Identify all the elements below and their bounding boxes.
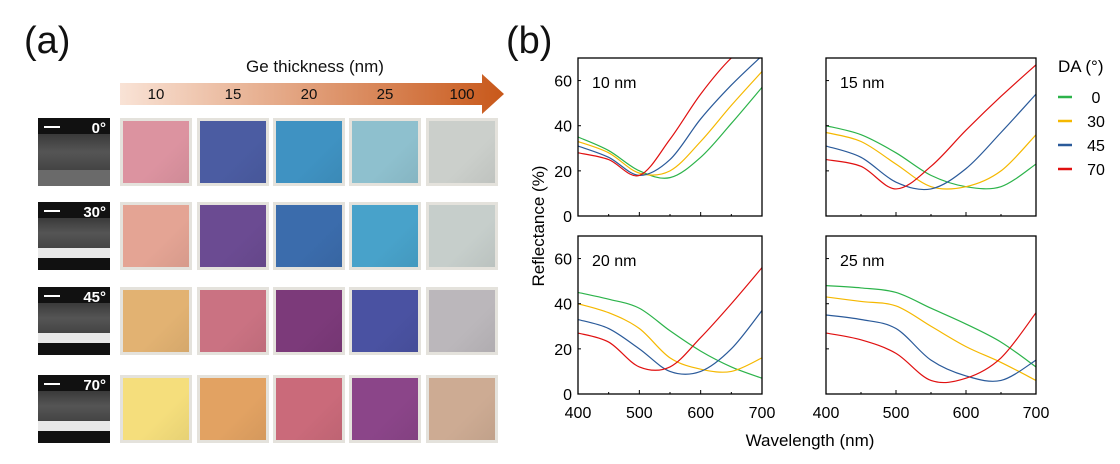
y-tick-label: 0 — [563, 209, 572, 226]
sample-photo — [426, 375, 498, 443]
sample-photo — [197, 118, 269, 186]
reflectance-charts: 10 nm 0 20 40 60 15 nm 20 nm 0 20 40 60 400 500 600 70… — [529, 57, 1105, 450]
series-line-0 — [578, 86, 762, 179]
x-tick-label: 600 — [687, 405, 714, 422]
legend-title: DA (°) — [1058, 57, 1104, 76]
x-tick-label: 400 — [813, 405, 840, 422]
sample-photo — [120, 375, 192, 443]
legend-label: 45 — [1087, 138, 1105, 155]
scale-bar — [44, 126, 60, 128]
y-axis-label: Reflectance (%) — [529, 166, 548, 287]
sample-photo — [120, 287, 192, 355]
angle-label: 70° — [83, 377, 106, 394]
sample-photo — [273, 202, 345, 270]
sample-photo — [197, 375, 269, 443]
legend-label: 30 — [1087, 114, 1105, 131]
sem-image: 0° — [38, 118, 110, 186]
thickness-label: 20 — [300, 86, 318, 103]
x-tick-label: 700 — [1023, 405, 1050, 422]
series-line-45 — [578, 58, 761, 176]
series-line-0 — [578, 291, 762, 379]
x-tick-label: 400 — [565, 405, 592, 422]
series-line-70 — [826, 64, 1036, 190]
sample-photo — [349, 375, 421, 443]
sem-image: 45° — [38, 287, 110, 355]
subplot: 25 nm 400 500 600 700 — [813, 235, 1050, 422]
x-axis-label: Wavelength (nm) — [746, 431, 875, 450]
thickness-label: 100 — [449, 86, 475, 103]
y-tick-label: 40 — [554, 119, 572, 136]
x-tick-label: 500 — [626, 405, 653, 422]
series-line-45 — [578, 310, 762, 375]
subplot: 10 nm 0 20 40 60 — [554, 57, 763, 226]
x-tick-label: 600 — [953, 405, 980, 422]
y-tick-label: 20 — [554, 342, 572, 359]
series-line-70 — [578, 267, 762, 371]
angle-label: 0° — [91, 120, 106, 137]
series-line-0 — [826, 285, 1036, 368]
subplot: 20 nm 0 20 40 60 400 500 600 700 — [554, 235, 776, 422]
sample-photo — [349, 287, 421, 355]
sample-photo — [426, 202, 498, 270]
subplot-title: 10 nm — [592, 75, 636, 92]
panel-a-label: (a) — [24, 20, 71, 62]
y-tick-label: 60 — [554, 252, 572, 269]
series-line-70 — [826, 312, 1036, 384]
angle-label: 45° — [83, 289, 106, 306]
sample-photo — [426, 287, 498, 355]
subplot: 15 nm — [825, 57, 1037, 217]
sample-photo — [273, 287, 345, 355]
series-line-70 — [578, 58, 733, 177]
thickness-label: 25 — [376, 86, 394, 103]
series-line-30 — [578, 303, 762, 373]
y-tick-label: 20 — [554, 164, 572, 181]
series-line-30 — [578, 71, 762, 176]
series-line-45 — [826, 93, 1036, 191]
sample-photo — [197, 287, 269, 355]
panel-b-label: (b) — [506, 20, 553, 62]
sample-photo — [273, 375, 345, 443]
series-line-45 — [826, 314, 1036, 382]
sample-photo — [349, 118, 421, 186]
y-tick-label: 0 — [563, 387, 572, 404]
scale-bar — [44, 295, 60, 297]
sample-photo — [120, 202, 192, 270]
sample-photo — [197, 202, 269, 270]
series-line-0 — [826, 125, 1036, 190]
subplot-title: 20 nm — [592, 253, 636, 270]
legend-label: 70 — [1087, 162, 1105, 179]
thickness-label: 15 — [224, 86, 242, 103]
subplot-title: 25 nm — [840, 253, 884, 270]
x-tick-label: 700 — [749, 405, 776, 422]
sample-photo — [273, 118, 345, 186]
ge-thickness-title: Ge thickness (nm) — [246, 57, 384, 76]
sample-photo — [426, 118, 498, 186]
series-line-30 — [826, 131, 1036, 190]
angle-label: 30° — [83, 204, 106, 221]
sample-photo — [120, 118, 192, 186]
y-tick-label: 60 — [554, 74, 572, 91]
sem-image: 70° — [38, 375, 110, 443]
thickness-arrow — [120, 74, 504, 114]
subplot-title: 15 nm — [840, 75, 884, 92]
series-line-30 — [826, 296, 1036, 381]
scale-bar — [44, 210, 60, 212]
thickness-label: 10 — [147, 86, 165, 103]
sample-photo — [349, 202, 421, 270]
y-tick-label: 40 — [554, 297, 572, 314]
sem-image: 30° — [38, 202, 110, 270]
x-tick-label: 500 — [883, 405, 910, 422]
legend-label: 0 — [1092, 90, 1101, 107]
scale-bar — [44, 383, 60, 385]
